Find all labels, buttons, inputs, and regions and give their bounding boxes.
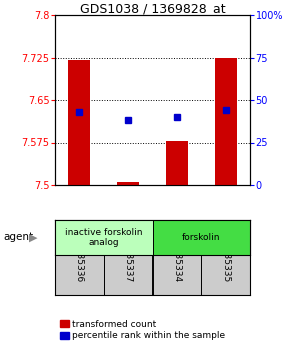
Bar — [55, 220, 153, 255]
Text: GSM35337: GSM35337 — [124, 233, 133, 282]
Bar — [104, 220, 153, 295]
Bar — [153, 220, 201, 295]
Text: ▶: ▶ — [29, 233, 38, 243]
Bar — [68, 60, 90, 185]
Text: GSM35336: GSM35336 — [75, 233, 84, 282]
Bar — [166, 141, 188, 185]
Text: forskolin: forskolin — [182, 233, 220, 242]
Title: GDS1038 / 1369828_at: GDS1038 / 1369828_at — [80, 2, 225, 15]
Bar — [153, 220, 250, 255]
Bar — [55, 220, 104, 295]
Legend: transformed count, percentile rank within the sample: transformed count, percentile rank withi… — [59, 320, 225, 341]
Bar — [117, 182, 139, 185]
Text: inactive forskolin
analog: inactive forskolin analog — [65, 228, 142, 247]
Bar — [215, 58, 237, 185]
Text: GSM35334: GSM35334 — [172, 233, 181, 282]
Bar — [201, 220, 250, 295]
Text: agent: agent — [3, 233, 33, 243]
Text: GSM35335: GSM35335 — [221, 233, 230, 282]
